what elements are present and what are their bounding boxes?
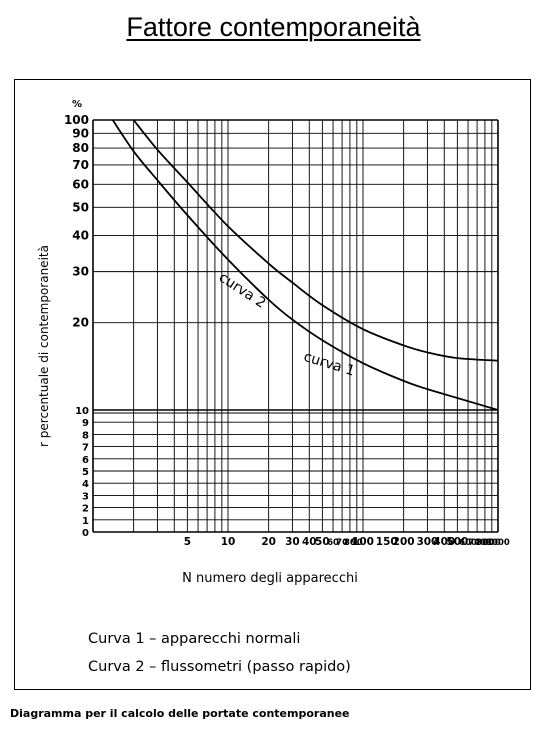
x-tick-label: 50 — [315, 536, 330, 548]
grid — [92, 119, 499, 533]
x-tick-label: 400 — [433, 536, 455, 548]
y-tick-label: 80 — [72, 141, 89, 155]
x-tick-label: 10 — [221, 536, 236, 548]
y-tick-label: 40 — [72, 228, 89, 242]
curve-1-line — [111, 119, 499, 411]
x-tick-label: 100 — [352, 536, 374, 548]
x-tick-label: 1000 — [486, 538, 510, 548]
x-tick-label: 500 — [446, 536, 468, 548]
y-axis-title: r percentuale di contemporaneità — [37, 245, 51, 447]
y-tick-label: 70 — [72, 158, 89, 172]
y-tick-label: 9 — [82, 418, 89, 429]
x-tick-label: 40 — [302, 536, 317, 548]
x-tick-label: 800 — [476, 538, 494, 548]
x-tick-label: 200 — [393, 536, 415, 548]
legend-item-curva-2: Curva 2 – flussometri (passo rapido) — [88, 659, 351, 675]
y-tick-label: 60 — [72, 177, 89, 191]
slide-title: Fattore contemporaneità — [126, 12, 421, 42]
x-tick-label: 80 — [344, 538, 356, 548]
y-tick-label: 0 — [82, 528, 89, 539]
curves — [111, 119, 499, 411]
x-tick-label: 150 — [376, 536, 398, 548]
y-tick-label: 7 — [82, 443, 89, 454]
y-tick-label: 90 — [72, 126, 89, 140]
y-tick-label: 5 — [82, 467, 89, 478]
y-unit-label: % — [72, 99, 82, 110]
x-tick-label: 60 — [327, 538, 339, 548]
y-tick-label: 4 — [82, 479, 89, 490]
x-tick-label: 90 — [351, 538, 363, 548]
x-tick-label: 900 — [483, 538, 501, 548]
x-axis-title: N numero degli apparecchi — [182, 571, 358, 586]
y-tick-label: 100 — [64, 113, 89, 127]
curve-1-label: curva 1 — [302, 349, 357, 380]
x-tick-label: 70 — [336, 538, 348, 548]
y-tick-label: 50 — [72, 200, 89, 214]
curve-2-line — [132, 119, 499, 362]
y-tick-label: 10 — [75, 406, 89, 417]
y-tick-label: 30 — [72, 265, 89, 279]
x-tick-label: 5 — [184, 536, 191, 548]
x-tick-label: 30 — [285, 536, 300, 548]
diagram-caption: Diagramma per il calcolo delle portate c… — [10, 707, 350, 720]
y-tick-label: 3 — [82, 491, 89, 502]
x-tick-label: 20 — [261, 536, 276, 548]
x-tick-label: 300 — [416, 536, 438, 548]
legend: Curva 1 – apparecchi normali Curva 2 – f… — [88, 625, 351, 681]
legend-item-curva-1: Curva 1 – apparecchi normali — [88, 631, 301, 647]
y-tick-label: 1 — [82, 516, 89, 527]
y-tick-label: 2 — [82, 504, 89, 515]
y-tick-label: 6 — [82, 455, 89, 466]
diagram-frame — [14, 79, 531, 690]
x-tick-label: 600 — [459, 538, 477, 548]
y-tick-label: 8 — [82, 430, 89, 441]
curve-names: curva 2 curva 1 — [216, 270, 357, 380]
x-tick-label: 700 — [468, 538, 486, 548]
curve-2-label: curva 2 — [216, 270, 269, 312]
y-tick-label: 20 — [72, 316, 89, 330]
